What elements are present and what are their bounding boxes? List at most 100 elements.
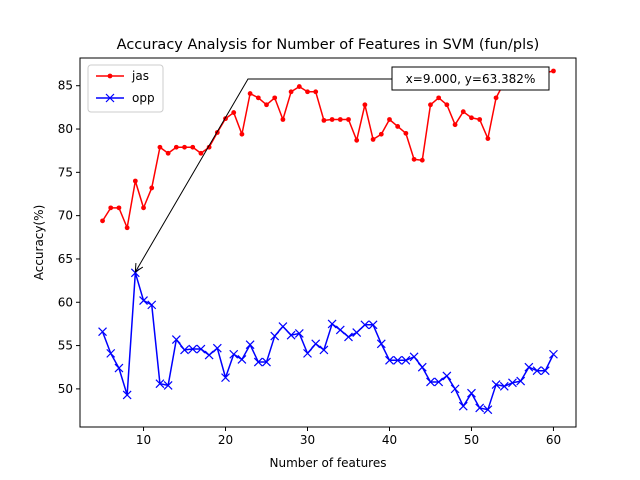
legend-entry-opp: opp <box>96 91 155 105</box>
data-point-opp <box>253 357 263 367</box>
data-point-opp <box>196 344 206 354</box>
marker-stroke <box>401 355 411 365</box>
data-point-opp <box>475 403 485 413</box>
marker-stroke <box>278 322 288 331</box>
marker-stroke <box>524 362 534 372</box>
data-point-opp <box>385 355 394 365</box>
data-point-jas <box>116 205 122 211</box>
data-point-opp <box>491 380 501 389</box>
legend-marker <box>105 93 115 103</box>
y-tick-label: 60 <box>58 295 73 309</box>
data-point-jas <box>141 205 146 211</box>
marker-stroke <box>237 355 247 364</box>
marker-stroke <box>196 344 206 354</box>
data-point-jas <box>264 102 269 108</box>
data-point-jas <box>337 117 343 122</box>
data-point-jas <box>272 95 278 101</box>
data-point-opp <box>417 362 427 372</box>
marker-stroke <box>417 362 427 372</box>
x-tick-label: 10 <box>136 433 151 447</box>
y-tick-label: 55 <box>58 339 73 353</box>
data-point-opp <box>335 325 345 335</box>
marker-stroke <box>114 363 124 373</box>
data-point-jas <box>190 144 196 150</box>
legend-entry-jas: jas <box>96 69 149 83</box>
data-point-jas <box>198 150 204 156</box>
y-tick-label: 75 <box>58 165 73 179</box>
marker-stroke <box>434 377 444 387</box>
data-point-jas <box>108 205 114 211</box>
marker-stroke <box>221 373 230 383</box>
data-point-opp <box>434 377 444 387</box>
data-point-jas <box>321 117 327 123</box>
marker-stroke <box>344 332 353 342</box>
data-point-jas <box>346 117 351 122</box>
data-point-opp <box>188 344 198 354</box>
data-point-jas <box>436 95 442 101</box>
marker-stroke <box>352 328 362 338</box>
marker-stroke <box>303 348 312 358</box>
data-point-jas <box>165 150 171 156</box>
data-point-jas <box>255 95 261 101</box>
annotation-arrowhead <box>134 263 144 273</box>
marker-stroke <box>122 390 132 400</box>
data-point-jas <box>157 144 163 150</box>
data-point-jas <box>231 110 237 115</box>
data-point-opp <box>171 335 181 344</box>
y-tick-label: 85 <box>58 79 73 93</box>
data-point-opp <box>401 355 411 365</box>
marker-stroke <box>360 320 370 330</box>
marker-stroke <box>467 388 476 398</box>
data-point-opp <box>352 328 362 338</box>
data-point-jas <box>387 117 392 122</box>
marker-stroke <box>483 405 493 415</box>
y-tick-label: 80 <box>58 122 73 136</box>
data-point-opp <box>319 345 329 355</box>
marker-stroke <box>163 380 173 390</box>
marker-stroke <box>253 357 263 367</box>
series-opp <box>98 268 558 415</box>
data-point-opp <box>212 343 222 353</box>
marker-stroke <box>212 343 222 353</box>
marker-stroke <box>376 339 386 349</box>
data-point-jas <box>551 68 556 74</box>
x-tick-label: 50 <box>464 433 479 447</box>
data-point-jas <box>469 115 474 121</box>
legend: jas opp <box>87 64 164 113</box>
marker-stroke <box>98 327 107 337</box>
y-tick-label: 50 <box>58 382 73 396</box>
data-point-opp <box>409 352 419 362</box>
data-point-jas <box>280 117 286 122</box>
data-point-opp <box>221 373 230 383</box>
data-point-jas <box>124 225 130 231</box>
marker-stroke <box>105 93 115 103</box>
y-tick-label: 70 <box>58 209 73 223</box>
data-point-opp <box>524 362 534 372</box>
x-tick-label: 20 <box>218 433 233 447</box>
data-point-opp <box>139 296 148 305</box>
data-point-opp <box>147 300 157 310</box>
data-point-jas <box>419 157 425 163</box>
data-point-opp <box>114 363 124 373</box>
data-point-jas <box>149 185 155 191</box>
x-axis-title: Number of features <box>270 456 387 470</box>
data-point-jas <box>477 117 483 122</box>
marker-stroke <box>311 339 321 349</box>
data-point-jas <box>411 156 417 162</box>
data-point-jas <box>444 102 450 108</box>
data-point-jas <box>403 130 409 136</box>
data-point-jas <box>485 136 491 141</box>
data-point-jas <box>239 131 245 137</box>
data-point-jas <box>247 91 253 96</box>
data-point-opp <box>237 355 247 364</box>
legend-label: opp <box>132 91 155 105</box>
marker-stroke <box>549 349 558 359</box>
data-point-jas <box>428 102 433 108</box>
data-point-opp <box>286 330 296 340</box>
series-jas <box>100 68 556 231</box>
marker-stroke <box>245 340 255 350</box>
x-tick-label: 30 <box>300 433 315 447</box>
data-point-jas <box>296 84 302 89</box>
data-point-jas <box>313 89 319 95</box>
legend-marker <box>107 73 113 79</box>
